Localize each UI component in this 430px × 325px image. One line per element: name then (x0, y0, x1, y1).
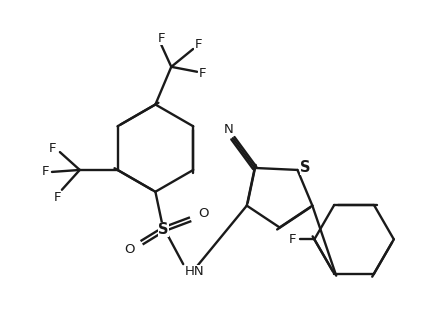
Text: F: F (198, 67, 206, 80)
Text: S: S (158, 222, 169, 237)
Text: F: F (49, 142, 57, 155)
Text: S: S (300, 161, 310, 176)
Text: F: F (41, 165, 49, 178)
Text: F: F (54, 191, 61, 204)
Text: F: F (194, 37, 202, 50)
Text: HN: HN (185, 265, 205, 278)
Text: F: F (289, 233, 296, 246)
Text: O: O (124, 243, 135, 256)
Text: F: F (158, 32, 165, 45)
Text: N: N (224, 123, 234, 136)
Text: O: O (198, 207, 208, 220)
